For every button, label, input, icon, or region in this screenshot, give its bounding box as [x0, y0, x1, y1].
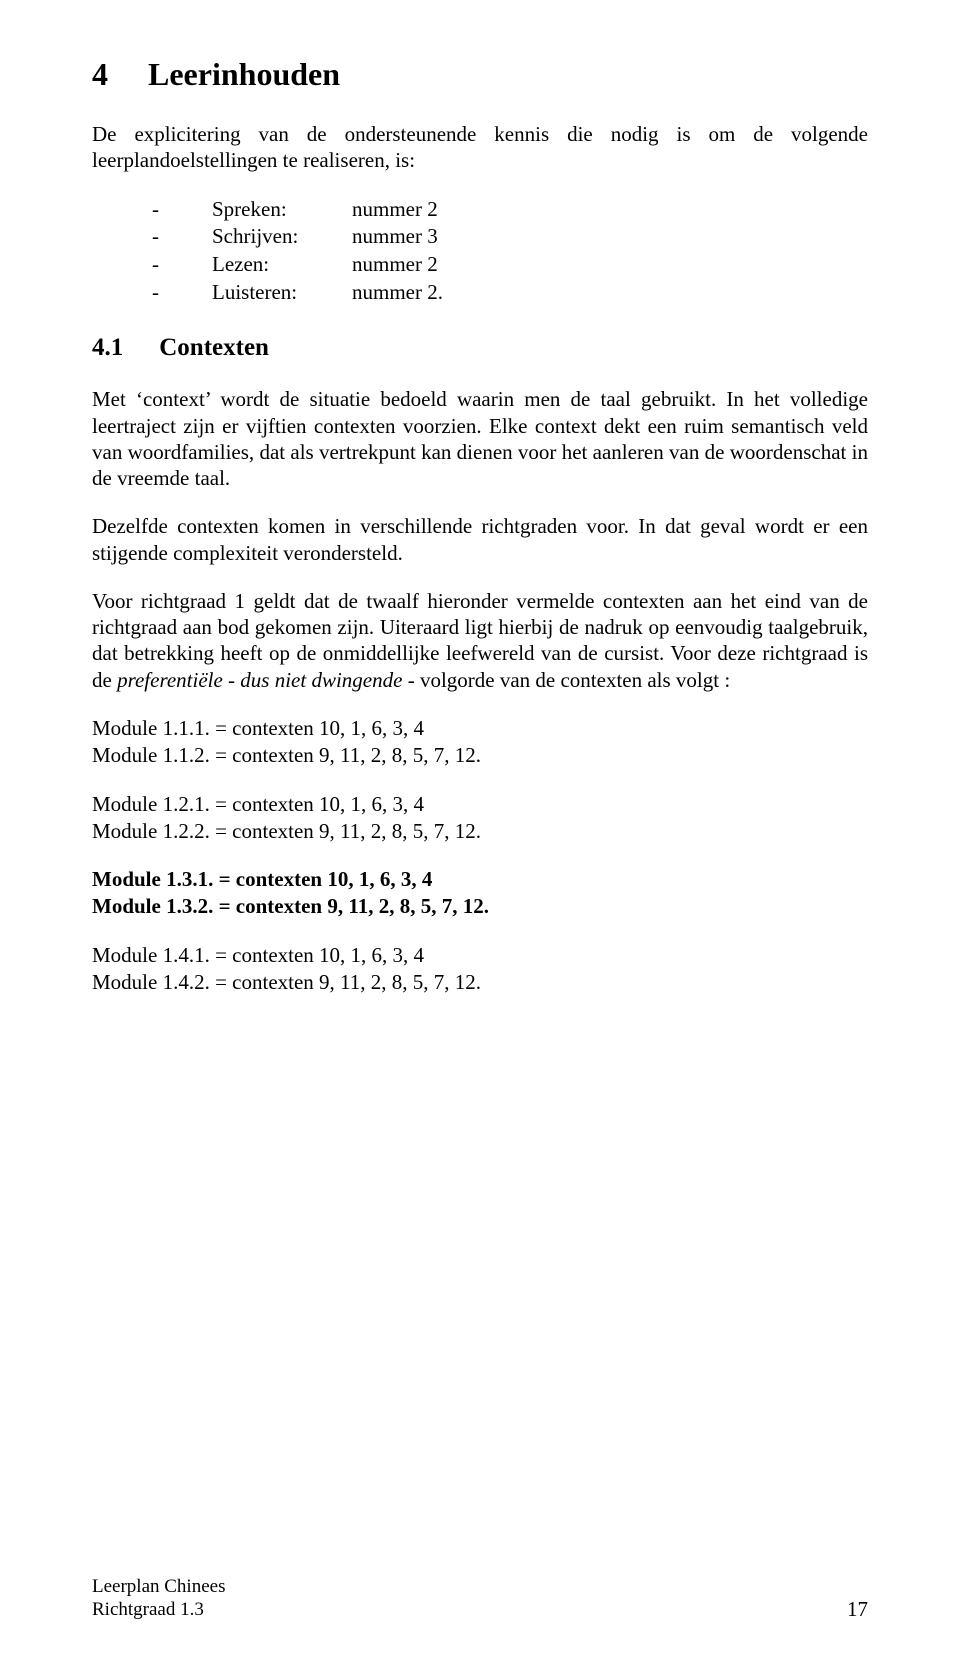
text-run-italic: preferentiële - dus niet dwingende - [117, 668, 420, 692]
module-line: Module 1.4.2. = contexten 9, 11, 2, 8, 5… [92, 969, 868, 996]
intro-paragraph: De explicitering van de ondersteunende k… [92, 121, 868, 174]
list-value: nummer 2 [352, 251, 868, 279]
heading-2: 4.1 Contexten [92, 334, 868, 362]
footer-left: Leerplan Chinees Richtgraad 1.3 [92, 1576, 225, 1622]
list-label: Schrijven: [212, 223, 352, 251]
module-line: Module 1.3.2. = contexten 9, 11, 2, 8, 5… [92, 893, 868, 920]
paragraph: Met ‘context’ wordt de situatie bedoeld … [92, 386, 868, 491]
module-group: Module 1.4.1. = contexten 10, 1, 6, 3, 4… [92, 942, 868, 996]
list-item: - Luisteren: nummer 2. [92, 279, 868, 307]
page: 4 Leerinhouden De explicitering van de on… [0, 0, 960, 1678]
list-value: nummer 3 [352, 223, 868, 251]
list-label: Spreken: [212, 196, 352, 224]
module-line: Module 1.2.2. = contexten 9, 11, 2, 8, 5… [92, 818, 868, 845]
heading-1: 4 Leerinhouden [92, 56, 868, 93]
list-dash: - [92, 196, 212, 224]
module-line: Module 1.1.1. = contexten 10, 1, 6, 3, 4 [92, 715, 868, 742]
list-value: nummer 2 [352, 196, 868, 224]
text-run: volgorde van de contexten als volgt : [420, 668, 730, 692]
list-dash: - [92, 251, 212, 279]
module-group: Module 1.2.1. = contexten 10, 1, 6, 3, 4… [92, 791, 868, 845]
list-value: nummer 2. [352, 279, 868, 307]
heading-2-number: 4.1 [92, 334, 123, 362]
footer-subtitle: Richtgraad 1.3 [92, 1599, 225, 1622]
module-line: Module 1.1.2. = contexten 9, 11, 2, 8, 5… [92, 742, 868, 769]
module-line: Module 1.2.1. = contexten 10, 1, 6, 3, 4 [92, 791, 868, 818]
module-line: Module 1.4.1. = contexten 10, 1, 6, 3, 4 [92, 942, 868, 969]
paragraph: Dezelfde contexten komen in verschillend… [92, 513, 868, 566]
list-dash: - [92, 279, 212, 307]
list-item: - Lezen: nummer 2 [92, 251, 868, 279]
heading-2-title: Contexten [159, 334, 269, 361]
list-label: Luisteren: [212, 279, 352, 307]
bullet-list: - Spreken: nummer 2 - Schrijven: nummer … [92, 196, 868, 307]
list-label: Lezen: [212, 251, 352, 279]
module-line: Module 1.3.1. = contexten 10, 1, 6, 3, 4 [92, 866, 868, 893]
module-group: Module 1.1.1. = contexten 10, 1, 6, 3, 4… [92, 715, 868, 769]
list-item: - Schrijven: nummer 3 [92, 223, 868, 251]
page-footer: Leerplan Chinees Richtgraad 1.3 17 [92, 1576, 868, 1622]
paragraph: Voor richtgraad 1 geldt dat de twaalf hi… [92, 588, 868, 693]
heading-1-title: Leerinhouden [148, 56, 340, 92]
heading-1-number: 4 [92, 56, 108, 93]
footer-title: Leerplan Chinees [92, 1576, 225, 1599]
list-item: - Spreken: nummer 2 [92, 196, 868, 224]
module-group-bold: Module 1.3.1. = contexten 10, 1, 6, 3, 4… [92, 866, 868, 920]
page-number: 17 [847, 1597, 868, 1622]
list-dash: - [92, 223, 212, 251]
